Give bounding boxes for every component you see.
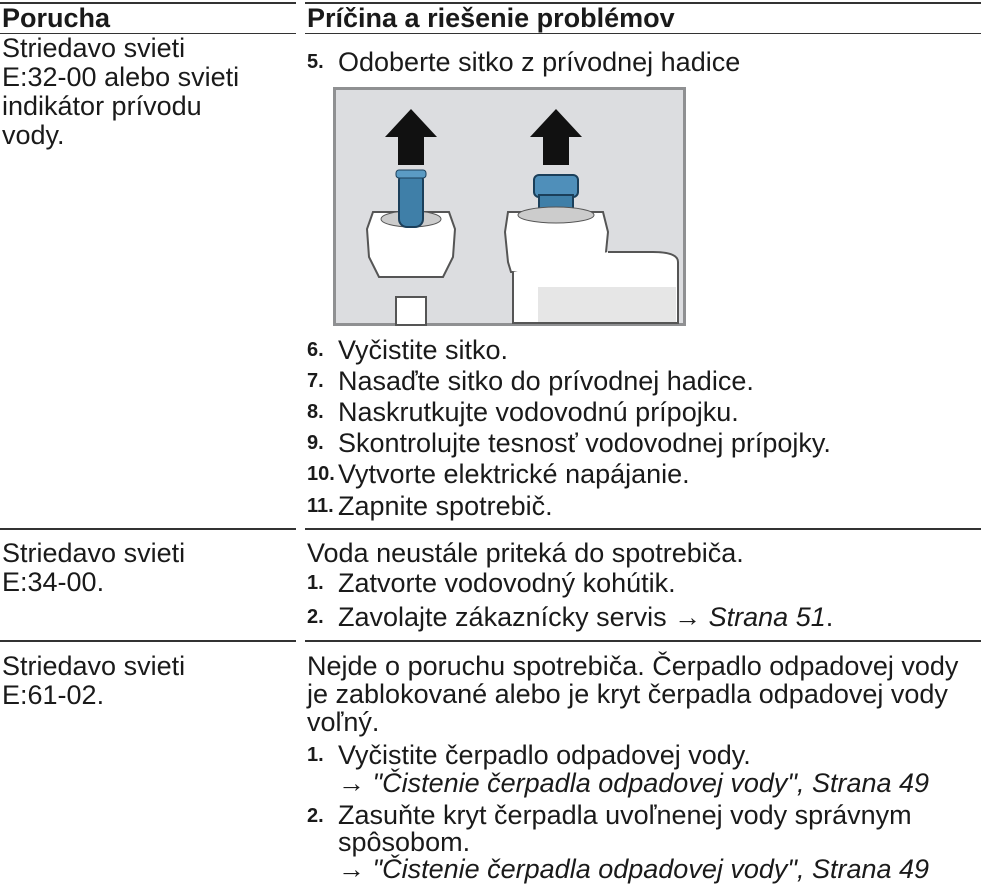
fault: Striedavo svieti E:32-00 alebo svieti in…: [2, 33, 240, 150]
arrow: →: [338, 854, 365, 884]
step-text: Vyčistite čerpadlo odpadovej vody.: [338, 740, 751, 770]
step-block: Vyčistite čerpadlo odpadovej vody. → "Čis…: [338, 741, 978, 797]
step-text: Skontrolujte tesnosť vodovodnej prípojky…: [338, 428, 831, 458]
step-number: 1.: [307, 744, 324, 766]
arrow: →: [338, 768, 365, 798]
header-fault: Porucha: [2, 3, 111, 33]
step-text: Naskrutkujte vodovodnú prípojku.: [338, 397, 739, 427]
step-number: 10.: [307, 463, 335, 485]
step-number: 5.: [307, 51, 324, 73]
rule: [305, 528, 981, 530]
step-line: Zavolajte zákaznícky servis → Strana 51.: [338, 603, 978, 632]
rule: [0, 2, 296, 4]
step-number: 1.: [307, 572, 324, 594]
rule: [0, 640, 296, 642]
rule: [0, 528, 296, 530]
step-text: Vyčistite sitko.: [338, 335, 509, 365]
rule: [305, 640, 981, 642]
step-number: 8.: [307, 401, 324, 423]
step-text: Zasuňte kryt čerpadla uvoľnenej vody spr…: [338, 800, 912, 857]
step-text: Zapnite spotrebič.: [338, 491, 553, 521]
step-number: 7.: [307, 370, 324, 392]
step-text: Odoberte sitko z prívodnej hadice: [338, 47, 741, 77]
fault: Striedavo svieti E:61-02.: [2, 651, 186, 710]
header-solution: Príčina a riešenie problémov: [307, 3, 675, 33]
step-text: Nasaďte sitko do prívodnej hadice.: [338, 366, 754, 396]
illustration: [333, 87, 686, 326]
step-text: Vytvorte elektrické napájanie.: [338, 459, 690, 489]
step-number: 11.: [307, 495, 334, 517]
link[interactable]: Strana 51: [708, 602, 826, 632]
step-number: 2.: [307, 805, 324, 827]
reference: → "Čistenie čerpadla odpadovej vody", St…: [338, 769, 978, 797]
link[interactable]: "Čistenie čerpadla odpadovej vody", Stra…: [372, 854, 930, 884]
rule: [305, 33, 981, 34]
step-number: 2.: [307, 606, 324, 628]
fault: Striedavo svieti E:34-00.: [2, 538, 186, 597]
punctuation: .: [825, 602, 834, 632]
intro: Nejde o poruchu spotrebiča. Čerpadlo odp…: [307, 651, 959, 737]
link[interactable]: "Čistenie čerpadla odpadovej vody", Stra…: [372, 768, 930, 798]
rule: [0, 33, 296, 34]
step-number: 6.: [307, 339, 324, 361]
step-text: Zavolajte zákaznícky servis →: [338, 602, 702, 632]
reference: → "Čistenie čerpadla odpadovej vody", St…: [338, 856, 938, 883]
rule: [305, 2, 981, 4]
step-text: Zatvorte vodovodný kohútik.: [338, 568, 676, 598]
step-block: Zasuňte kryt čerpadla uvoľnenej vody spr…: [338, 802, 938, 883]
step-number: 9.: [307, 432, 324, 454]
intro: Voda neustále priteká do spotrebiča.: [307, 538, 744, 568]
